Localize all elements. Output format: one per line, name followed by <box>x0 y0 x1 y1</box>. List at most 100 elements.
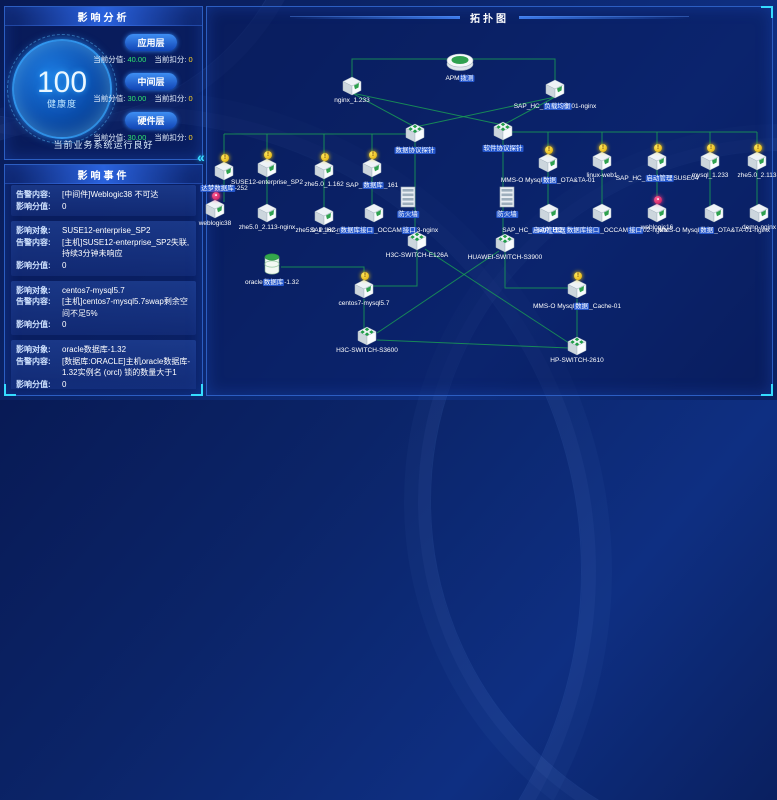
node-label: 达梦数据库-252 <box>200 185 248 192</box>
warning-badge-icon: ! <box>369 151 377 159</box>
topology-edges <box>223 58 758 349</box>
health-score-value: 100 <box>36 65 88 99</box>
node-label: 防火墙 <box>496 211 518 218</box>
event-field: 告警内容: [数据库:ORACLE]主机oracle数据库-1.32实例名 (o… <box>16 356 191 379</box>
error-badge-icon: • <box>212 192 220 200</box>
node-label: MMS-O Mysql数据_Cache-01 <box>533 303 621 310</box>
cube-icon <box>361 157 383 184</box>
event-field-label: 影响对象: <box>16 226 51 236</box>
cube-icon <box>748 202 770 229</box>
warning-badge-icon: ! <box>654 144 662 152</box>
apm-icon <box>445 52 475 77</box>
event-field-value: [主机]SUSE12-enterprise_SP2失联,持续3分钟未响应 <box>62 237 190 259</box>
event-field-value: SUSE12-enterprise_SP2 <box>62 226 151 236</box>
score-value: 30.00 <box>127 94 147 103</box>
warning-badge-icon: ! <box>707 144 715 152</box>
system-status-text: 当前业务系统运行良好 <box>53 140 154 150</box>
layer-middleware-pill[interactable]: 中间层 <box>125 73 177 90</box>
node-label: 数据协议探针 <box>394 147 436 154</box>
cube-icon <box>544 78 566 105</box>
header-line-right <box>519 15 689 19</box>
topology-title: 拓扑图 <box>470 13 509 25</box>
collapse-arrows-icon[interactable]: « <box>197 149 205 165</box>
topology-canvas[interactable]: APM拨测 nginx_1.233 SAP_HC_负载均衡01-nginx 数据… <box>199 7 776 395</box>
event-field-value: 0 <box>62 379 67 389</box>
impact-analysis-title: 影响分析 <box>77 12 130 24</box>
warning-badge-icon: ! <box>545 146 553 154</box>
cube-icon <box>363 202 385 229</box>
node-label: zhe5.0_2.113-nginx <box>238 224 296 231</box>
cube-icon <box>591 202 613 229</box>
event-field-label: 影响分值: <box>16 201 51 211</box>
node-label: demo-nginx <box>742 224 776 231</box>
cube-icon <box>591 150 613 177</box>
cube-icon <box>204 198 226 225</box>
event-field: 告警内容: [主机]SUSE12-enterprise_SP2失联,持续3分钟未… <box>16 237 191 260</box>
event-card[interactable]: 影响对象: oracle数据库-1.32 告警内容: [数据库:ORACLE]主… <box>11 339 196 389</box>
node-label: SAP_HC_负载均衡01-nginx <box>513 103 597 110</box>
impact-analysis-panel: 影响分析 100 健康度 应用层 当前分值: 40.00 当前扣分: 0 中间层… <box>4 6 203 160</box>
header-line-left <box>290 15 460 19</box>
node-label: APM拨测 <box>445 75 475 82</box>
warning-badge-icon: ! <box>264 151 272 159</box>
layer-application-pill[interactable]: 应用层 <box>125 34 177 51</box>
cube-icon <box>256 202 278 229</box>
layer-application-scores: 当前分值: 40.00 当前扣分: 0 <box>93 54 193 65</box>
impact-events-list[interactable]: 告警内容: [中间件]Weblogic38 不可达 影响分值: 0 影响对象: … <box>9 185 198 389</box>
event-field: 告警内容: [中间件]Weblogic38 不可达 <box>16 189 191 201</box>
event-field: 影响对象: centos7-mysql5.7 <box>16 285 191 297</box>
switch-icon <box>404 122 426 149</box>
event-field-label: 影响分值: <box>16 379 51 389</box>
cube-icon <box>353 278 375 305</box>
layer-hardware-pill[interactable]: 硬件层 <box>125 112 177 129</box>
layer-middleware-scores: 当前分值: 30.00 当前扣分: 0 <box>93 93 193 104</box>
event-field: 影响分值: 0 <box>16 379 191 389</box>
event-field-label: 影响分值: <box>16 260 51 270</box>
event-field-label: 影响对象: <box>16 285 51 295</box>
event-card[interactable]: 影响对象: centos7-mysql5.7 告警内容: [主机]centos7… <box>11 280 196 335</box>
rack-icon <box>498 186 516 213</box>
node-label: zhe5.0_1.162 <box>304 181 344 188</box>
node-label: MMS-O Mysql数据_OTA&TA-01 <box>500 177 596 184</box>
cube-icon <box>256 157 278 184</box>
warning-badge-icon: ! <box>321 153 329 161</box>
event-field-value: [中间件]Weblogic38 不可达 <box>62 190 159 199</box>
node-label: HP-SWITCH-2610 <box>550 357 604 364</box>
score-value: 40.00 <box>127 55 147 64</box>
deduct-label: 当前扣分: <box>154 94 187 103</box>
deduct-value: 0 <box>188 94 193 103</box>
cube-icon <box>537 152 559 179</box>
cube-icon <box>646 202 668 229</box>
cube-icon <box>746 150 768 177</box>
score-label: 当前分值: <box>93 94 126 103</box>
cube-icon <box>566 278 588 305</box>
topology-header: 拓扑图 <box>207 10 772 25</box>
event-field-value: 0 <box>62 260 67 270</box>
node-label: SAP_HC_数据库接口_OCCAM接口3-nginx <box>309 227 439 234</box>
deduct-value: 0 <box>188 55 193 64</box>
event-field-label: 告警内容: <box>16 297 51 307</box>
event-card[interactable]: 告警内容: [中间件]Weblogic38 不可达 影响分值: 0 <box>11 185 196 217</box>
layer-hardware-scores: 当前分值: 30.00 当前扣分: 0 <box>93 132 193 143</box>
node-label: mysql_1.233 <box>691 172 729 179</box>
impact-events-panel: 影响事件 告警内容: [中间件]Weblogic38 不可达 影响分值: 0 影… <box>4 164 203 396</box>
event-field-value: [数据库:ORACLE]主机oracle数据库-1.32实例名 (orcl) 锁… <box>62 356 191 378</box>
event-field-value: centos7-mysql5.7 <box>62 285 125 295</box>
switch-icon <box>356 325 378 352</box>
switch-icon <box>492 120 514 147</box>
switch-icon <box>406 230 428 257</box>
node-label: SAP_HC_数据库接口_OCCAM接口02-nginx <box>536 227 668 234</box>
node-label: oracle数据库-1.32 <box>244 279 300 286</box>
layer-application: 应用层 当前分值: 40.00 当前扣分: 0 <box>93 33 201 65</box>
event-card[interactable]: 影响对象: SUSE12-enterprise_SP2 告警内容: [主机]SU… <box>11 221 196 276</box>
event-field-label: 告警内容: <box>16 356 51 366</box>
event-field-label: 影响分值: <box>16 320 51 330</box>
score-value: 30.00 <box>127 133 147 142</box>
node-label: weblogic38 <box>198 220 232 227</box>
score-label: 当前分值: <box>93 133 126 142</box>
switch-icon <box>494 232 516 259</box>
cube-icon <box>313 205 335 232</box>
node-label: 防火墙 <box>397 211 419 218</box>
cube-icon <box>213 160 235 187</box>
